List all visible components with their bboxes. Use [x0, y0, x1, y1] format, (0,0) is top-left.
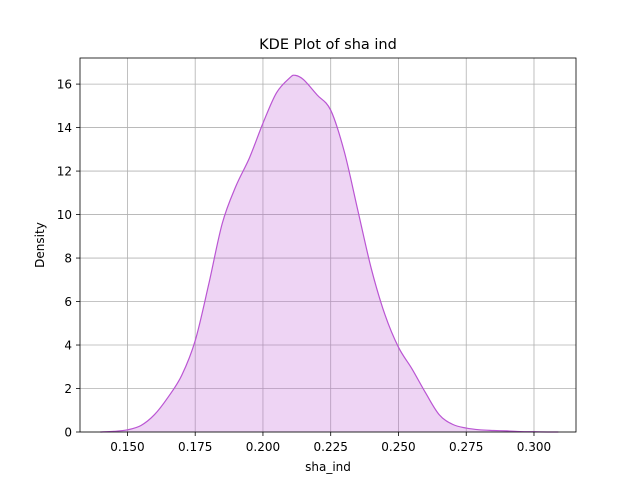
- plot-frame: [79, 57, 577, 433]
- y-tick-label: 12: [57, 165, 72, 179]
- x-tick-label: 0.200: [246, 440, 280, 454]
- x-tick-label: 0.275: [449, 440, 483, 454]
- x-axis-ticks: 0.150 0.175 0.200 0.225 0.250 0.275 0.300: [110, 432, 551, 454]
- y-tick-label: 2: [64, 382, 72, 396]
- y-tick-label: 8: [64, 252, 72, 266]
- x-tick-label: 0.150: [110, 440, 144, 454]
- kde-curve-line: [100, 74, 559, 433]
- kde-area: [100, 75, 559, 433]
- y-tick-label: 4: [64, 339, 72, 353]
- y-tick-label: 14: [57, 121, 72, 135]
- y-tick-label: 10: [57, 208, 72, 222]
- x-tick-label: 0.175: [178, 440, 212, 454]
- y-tick-label: 16: [57, 78, 72, 92]
- x-axis-label: sha_ind: [305, 460, 351, 474]
- chart-title: KDE Plot of sha ind: [259, 37, 397, 53]
- y-tick-label: 6: [64, 295, 72, 309]
- x-tick-label: 0.225: [314, 440, 348, 454]
- y-axis-ticks: 0 2 4 6 8 10 12 14 16: [57, 78, 80, 440]
- y-axis-label: Density: [33, 222, 47, 268]
- y-tick-label: 0: [64, 426, 72, 440]
- x-tick-label: 0.250: [381, 440, 415, 454]
- x-tick-label: 0.300: [517, 440, 551, 454]
